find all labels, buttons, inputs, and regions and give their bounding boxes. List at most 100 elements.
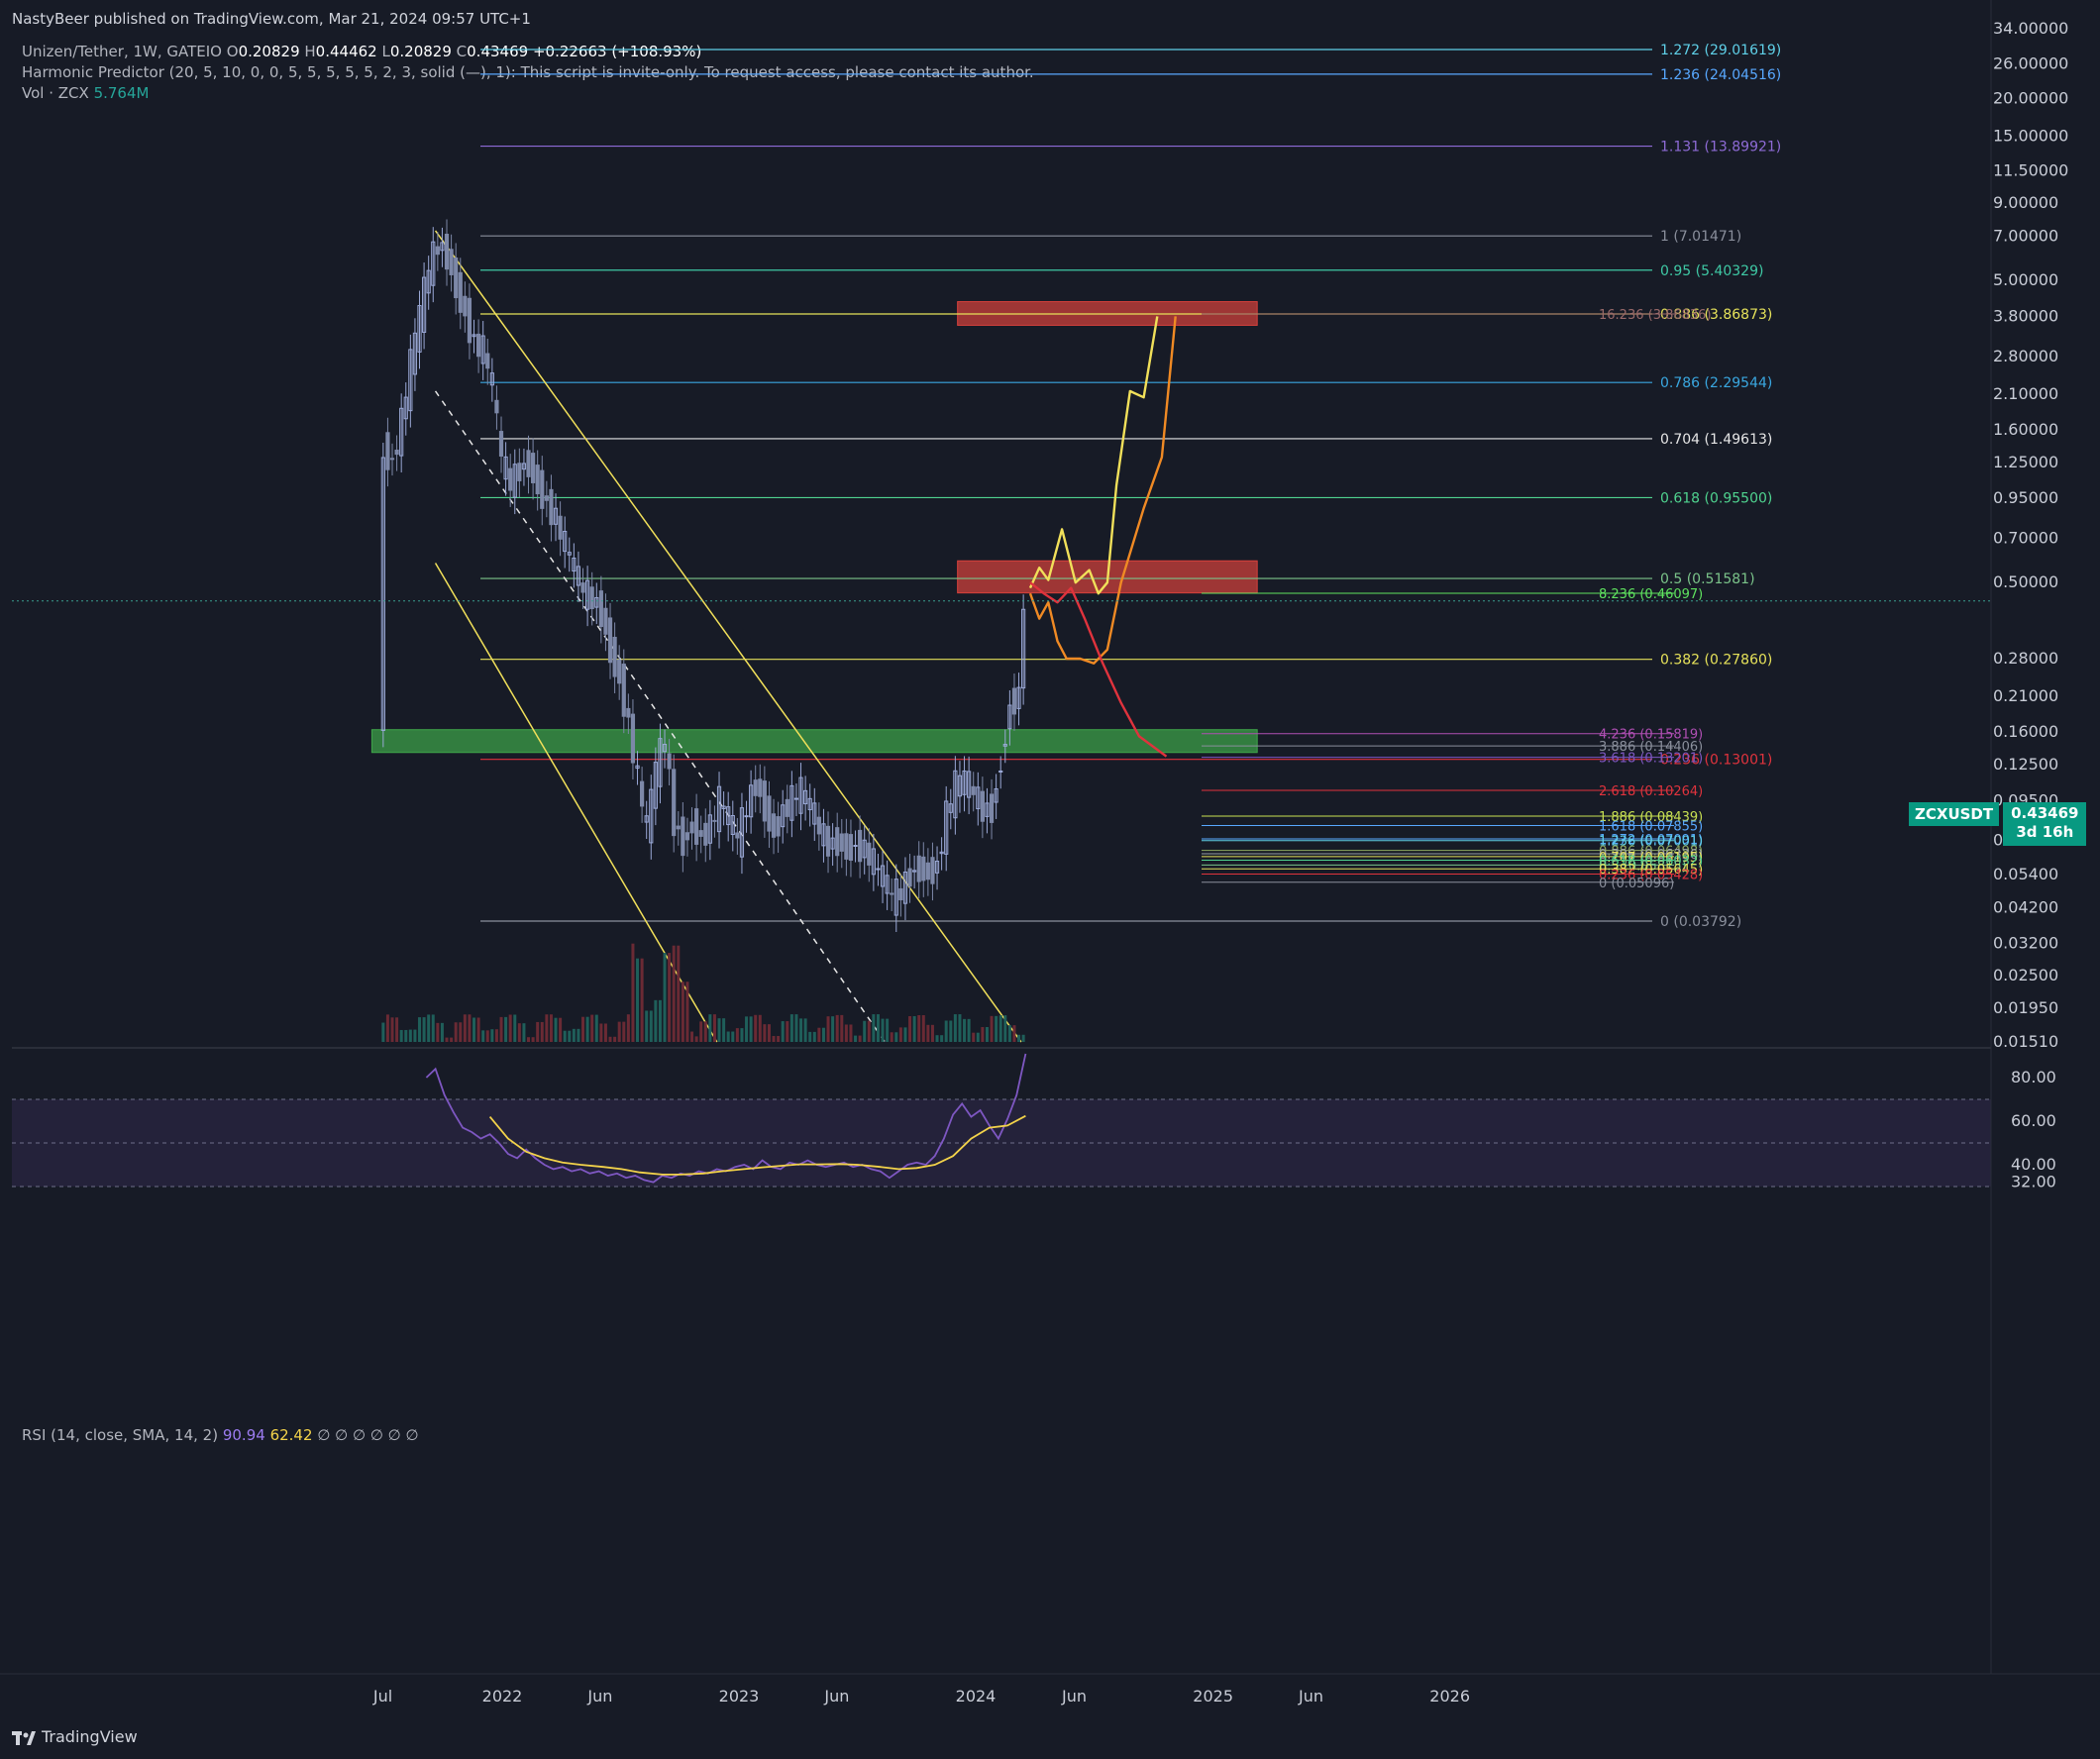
yellow-path[interactable] [1028, 316, 1159, 595]
volume-bar [708, 1014, 712, 1042]
symbol-title[interactable]: Unizen/Tether, 1W, GATEIO [22, 43, 222, 60]
harmonic-level-label: 1.886 (0.08439) [1599, 810, 1703, 825]
volume-bar [463, 1014, 467, 1042]
volume-legend[interactable]: Vol · ZCX 5.764M [22, 83, 1034, 104]
volume-bar [867, 1020, 871, 1042]
candle-body [953, 770, 958, 819]
candle-body [726, 806, 731, 826]
candle-body [930, 857, 935, 884]
red-path[interactable] [1029, 581, 1168, 758]
time-axis-tick: 2025 [1193, 1687, 1233, 1706]
volume-bar [777, 1035, 781, 1042]
candle-body [976, 786, 981, 810]
volume-bar [545, 1014, 549, 1042]
time-axis-tick: Jun [586, 1687, 612, 1706]
volume-bar [490, 1029, 494, 1042]
volume-bar [608, 1036, 612, 1042]
candle-body [998, 770, 1003, 773]
volume-bar [481, 1030, 485, 1042]
volume-bar [668, 953, 672, 1042]
time-axis-tick: 2023 [719, 1687, 760, 1706]
volume-bar [953, 1014, 957, 1042]
harmonic-level-label: 3.886 (0.14406) [1599, 740, 1703, 755]
candle-body [821, 823, 826, 847]
candle-body [426, 269, 431, 294]
volume-bar [767, 1024, 771, 1042]
volume-bar [703, 1021, 707, 1042]
volume-bar [590, 1014, 594, 1042]
volume-bar [468, 1014, 472, 1042]
volume-bar [958, 1014, 962, 1042]
candle-body [667, 753, 672, 770]
candle-body [1021, 608, 1026, 689]
volume-bar [758, 1014, 762, 1042]
volume-bar [540, 1021, 544, 1042]
candle-body [567, 552, 572, 556]
candle-body [803, 789, 808, 805]
time-axis-tick: Jul [372, 1687, 392, 1706]
volume-bar [613, 1036, 617, 1042]
rsi-legend[interactable]: RSI (14, close, SMA, 14, 2) 90.94 62.42 … [22, 1426, 419, 1444]
volume-bar [949, 1020, 953, 1042]
candle-body [880, 865, 886, 887]
candle-body [862, 839, 867, 859]
harmonic-level-label: 0.786 (0.06336) [1599, 848, 1703, 863]
candle-body [503, 456, 508, 480]
volume-bar [898, 1027, 902, 1042]
volume-bar [844, 1024, 848, 1042]
candle-body [812, 802, 817, 825]
candle-body [730, 815, 735, 836]
candle-body [944, 800, 949, 855]
indicator-legend[interactable]: Harmonic Predictor (20, 5, 10, 0, 0, 5, … [22, 63, 1034, 81]
candle-body [848, 834, 854, 862]
candle-body [444, 233, 450, 270]
price-axis-tick: 0.16000 [1993, 722, 2058, 741]
candle-body [871, 848, 876, 876]
orange-path[interactable] [1028, 316, 1177, 665]
price-axis-tick: 15.00000 [1993, 126, 2068, 145]
candle-body [640, 780, 645, 807]
volume-bar [645, 1010, 649, 1042]
candle-body [798, 776, 803, 814]
volume-bar [640, 958, 644, 1042]
ohlc-row[interactable]: Unizen/Tether, 1W, GATEIO O0.20829 H0.44… [22, 42, 1034, 62]
candle-body [885, 875, 890, 894]
rsi-ma-line[interactable] [488, 1114, 1026, 1176]
candle-body [989, 793, 995, 823]
channel-upper[interactable] [434, 230, 1022, 1043]
volume-bar [972, 1032, 976, 1042]
price-axis-tick: 0.01950 [1993, 998, 2058, 1017]
volume-bar [399, 1029, 403, 1042]
candle-body [703, 822, 708, 846]
volume-bar [799, 1018, 803, 1042]
volume-bar [712, 1014, 716, 1042]
candle-body [472, 334, 476, 338]
volume-bar [940, 1035, 944, 1042]
candle-body [480, 335, 485, 364]
fib-level-label: 0.382 (0.27860) [1660, 653, 1772, 669]
candle-body [844, 833, 849, 860]
volume-bar [454, 1022, 458, 1042]
candle-body [576, 566, 581, 586]
candle-body [1002, 744, 1007, 747]
candle-body [839, 833, 844, 852]
green-zone [370, 729, 1258, 754]
candle-body [771, 813, 777, 838]
candle-body [707, 814, 712, 844]
change-value: +0.22663 (+108.93%) [532, 43, 702, 60]
tradingview-logo[interactable]: TradingView [12, 1727, 138, 1746]
harmonic-level-label: 0.236 (0.05428) [1599, 868, 1703, 882]
volume-bar [617, 1021, 621, 1042]
volume-bar [690, 1031, 694, 1042]
volume-bar [735, 1028, 739, 1042]
volume-bar [1012, 1025, 1016, 1042]
volume-bar [717, 1018, 721, 1042]
candle-body [681, 816, 685, 857]
volume-bar [863, 1020, 867, 1042]
volume-bar [803, 1018, 807, 1042]
candle-body [912, 870, 917, 873]
candle-body [753, 779, 758, 796]
candle-body [793, 797, 799, 800]
candle-body [985, 802, 990, 817]
